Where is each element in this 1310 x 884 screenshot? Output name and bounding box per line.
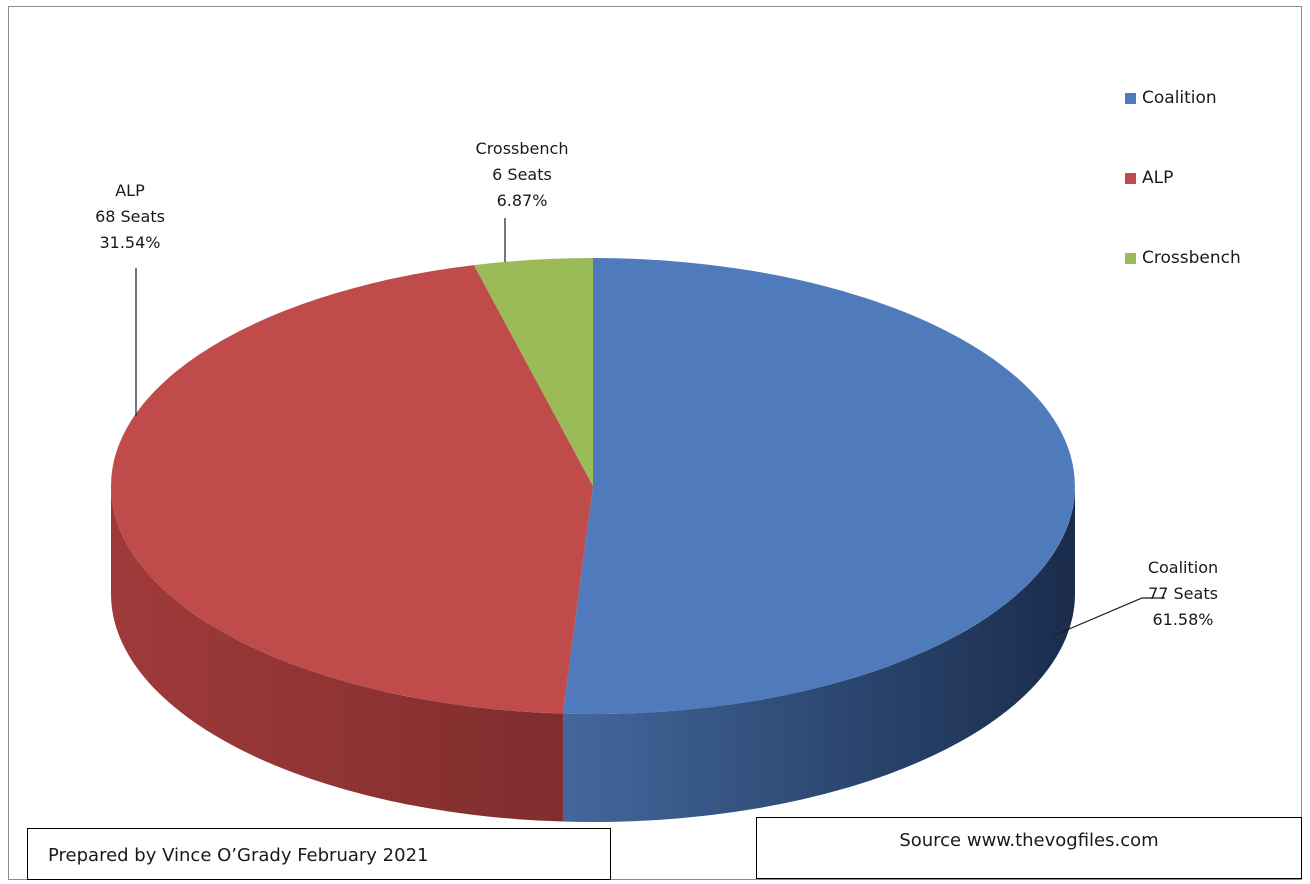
leader-line-coalition <box>1054 597 1165 636</box>
slice-label-alp-seats: 68 Seats <box>95 207 165 226</box>
slice-label-alp: ALP 68 Seats 31.54% <box>60 178 200 256</box>
legend-swatch-coalition <box>1125 92 1136 104</box>
legend: Coalition ALP Crossbench <box>1125 84 1241 324</box>
legend-label-crossbench: Crossbench <box>1142 248 1241 268</box>
pie-side-alp <box>110 486 563 822</box>
slice-label-alp-name: ALP <box>115 181 145 200</box>
source-box: Source www.thevogfiles.com <box>756 817 1302 879</box>
legend-swatch-alp <box>1125 172 1136 184</box>
slice-label-coalition: Coalition 77 Seats 61.58% <box>1123 555 1243 633</box>
slice-label-coalition-seats: 77 Seats <box>1148 584 1218 603</box>
slice-label-crossbench: Crossbench 6 Seats 6.87% <box>447 136 597 214</box>
credit-box: Prepared by Vince O’Grady February 2021 <box>27 828 611 880</box>
pie-slice-alp <box>110 265 593 714</box>
slice-label-coalition-name: Coalition <box>1147 558 1219 577</box>
slice-label-alp-percent: 31.54% <box>99 233 161 252</box>
source-text: Source www.thevogfiles.com <box>899 830 1159 851</box>
slice-label-crossbench-percent: 6.87% <box>496 191 548 210</box>
credit-text: Prepared by Vince O’Grady February 2021 <box>48 845 429 866</box>
legend-item-crossbench: Crossbench <box>1125 244 1241 272</box>
pie-slice-coalition <box>562 258 1075 714</box>
legend-label-alp: ALP <box>1142 168 1174 188</box>
legend-item-coalition: Coalition <box>1125 84 1241 112</box>
slice-label-coalition-percent: 61.58% <box>1152 610 1214 629</box>
pie-slice-crossbench <box>473 258 593 486</box>
pie-side-coalition <box>562 486 1076 823</box>
slice-label-crossbench-name: Crossbench <box>475 139 569 158</box>
legend-item-alp: ALP <box>1125 164 1241 192</box>
legend-label-coalition: Coalition <box>1142 88 1217 108</box>
legend-swatch-crossbench <box>1125 252 1136 264</box>
slice-label-crossbench-seats: 6 Seats <box>492 165 552 184</box>
